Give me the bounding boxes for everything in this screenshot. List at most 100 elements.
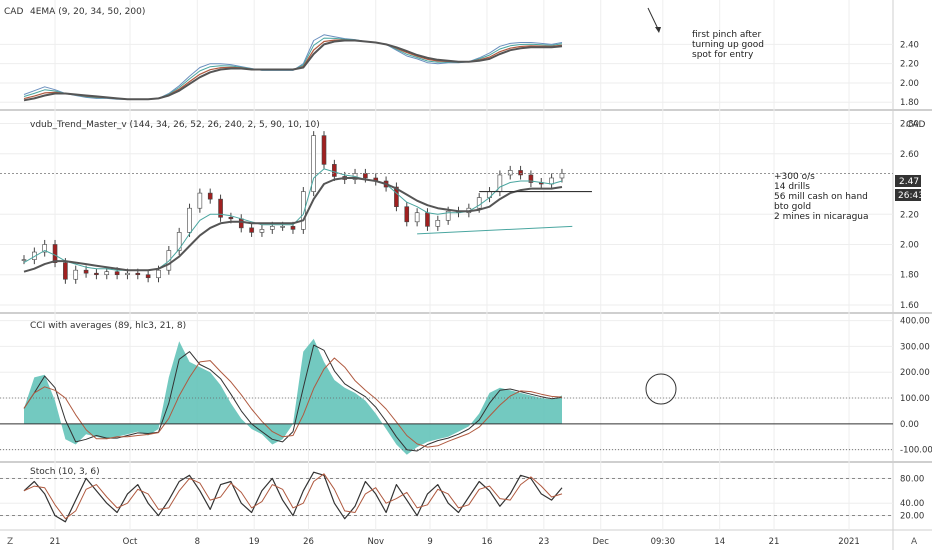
zoom-icon[interactable]: Z [7, 537, 13, 547]
ema-note-line-2: turning up good [692, 40, 764, 50]
price-candle-body [249, 227, 254, 233]
cci-y-tick-label: 200.00 [900, 368, 930, 378]
price-candle-body [238, 218, 244, 229]
price-candle-body [94, 272, 99, 276]
price-candle-body [104, 271, 110, 276]
ema-y-tick-label: 1.80 [900, 98, 919, 108]
annotation-arrow-icon [647, 7, 661, 33]
support-trendline [417, 225, 573, 235]
ema-y-tick-label: 2.00 [900, 79, 919, 89]
price-note-line-5: 2 mines in nicaragua [774, 212, 869, 222]
price-candle-body [394, 186, 399, 207]
price-note-line-1: +300 o/s [774, 172, 815, 182]
price-candle-body [301, 191, 306, 230]
price-candle-body [332, 164, 337, 177]
x-tick-label: Dec [593, 537, 610, 547]
price-candle-body [145, 274, 151, 279]
ema-y-tick-label: 2.20 [900, 60, 919, 70]
cci-average-fast-line [23, 344, 563, 452]
price-candle-body [207, 192, 213, 200]
price-y-tick-label: 2.80 [900, 120, 919, 130]
time-tag-box [895, 189, 921, 201]
price-candle-body [83, 269, 89, 274]
x-tick-label: 8 [195, 537, 200, 547]
price-candle-body [135, 272, 141, 276]
stoch-k-line [23, 471, 563, 523]
price-y-tick-label: 2.60 [900, 150, 919, 160]
price-candle-body [42, 244, 47, 253]
price-note-line-4: bto gold [774, 202, 811, 212]
price-candle-body [290, 226, 296, 230]
price-candle-body [414, 212, 420, 223]
price-candle-body [63, 262, 68, 280]
price-candle-body [73, 269, 79, 280]
cci-area [24, 338, 562, 455]
auto-scale-icon[interactable]: A [911, 537, 918, 547]
price-note: +300 o/s 14 drills 56 mill cash on hand … [774, 172, 869, 222]
stoch-y-tick-label: 20.00 [900, 512, 924, 522]
price-candle-body [156, 269, 161, 279]
ema-note-line-3: spot for entry [692, 50, 754, 60]
series-layer [0, 34, 893, 523]
price-candle-body [52, 244, 58, 263]
price-candle-body [228, 216, 234, 220]
x-tick-label: 16 [482, 537, 493, 547]
price-trend-slow-line [23, 177, 563, 273]
cci-y-tick-label: 400.00 [900, 317, 930, 327]
price-candle-body [269, 226, 275, 230]
price-candle-body [21, 259, 27, 261]
price-tag-value: 2.47 [899, 177, 919, 187]
price-candle-body [507, 170, 513, 176]
ema-currency-label: CAD [4, 7, 23, 17]
cci-y-tick-label: 300.00 [900, 342, 930, 352]
price-candle-body [559, 173, 565, 179]
price-y-tick-label: 2.00 [900, 240, 919, 250]
price-currency-label: CAD [906, 120, 925, 130]
cci-y-tick-label: -100.00 [900, 446, 932, 456]
x-tick-label: 14 [714, 537, 725, 547]
stoch-pane-label: Stoch (10, 3, 6) [30, 467, 100, 477]
time-tag-value: 26:43 [898, 191, 924, 201]
x-tick-label: Oct [123, 537, 138, 547]
x-tick-label: 21 [50, 537, 61, 547]
price-candle-body [125, 272, 130, 276]
x-tick-label: 19 [249, 537, 260, 547]
cci-highlight-circle [645, 373, 677, 405]
x-tick-label: 9 [427, 537, 432, 547]
price-note-line-3: 56 mill cash on hand [774, 192, 868, 202]
stoch-y-tick-label: 80.00 [900, 474, 924, 484]
cci-average-slow-line [23, 357, 563, 448]
price-candle-body [528, 174, 534, 183]
cci-y-tick-label: 0.00 [900, 420, 919, 430]
axis-labels: 1.80 2.00 2.20 2.40 1.60 1.80 2.00 2.20 2.60 2.80… [50, 40, 932, 547]
price-candle-body [363, 173, 368, 179]
price-candle-body [197, 192, 203, 209]
price-candle-body [476, 197, 482, 209]
price-trend-fast-line [23, 168, 563, 271]
price-y-tick-label: 1.60 [900, 301, 919, 311]
price-candle-body [425, 212, 430, 227]
price-candle-body [321, 135, 327, 165]
x-tick-label: Nov [367, 537, 384, 547]
price-candle-body [114, 271, 120, 276]
price-candle-body [311, 135, 316, 192]
ema-pane-label: 4EMA (9, 20, 34, 50, 200) [30, 7, 145, 17]
ema-note-line-1: first pinch after [692, 30, 761, 40]
x-tick-label: 2021 [838, 537, 860, 547]
x-tick-label: 21 [769, 537, 780, 547]
price-tag: 2.47 26:43 [895, 175, 924, 201]
price-candle-body [445, 210, 451, 221]
ema-y-tick-label: 2.40 [900, 40, 919, 50]
price-candle-body [218, 198, 223, 218]
price-y-tick-label: 2.20 [900, 210, 919, 220]
ema-200-line [23, 39, 563, 102]
price-candle-body [404, 206, 410, 223]
cci-pane-label: CCI with averages (89, hlc3, 21, 8) [30, 321, 186, 331]
price-candle-body [187, 207, 192, 233]
ema-note: first pinch after turning up good spot f… [692, 30, 764, 60]
stoch-y-tick-label: 40.00 [900, 499, 924, 509]
price-candle-body [518, 170, 523, 176]
price-y-tick-label: 1.80 [900, 271, 919, 281]
